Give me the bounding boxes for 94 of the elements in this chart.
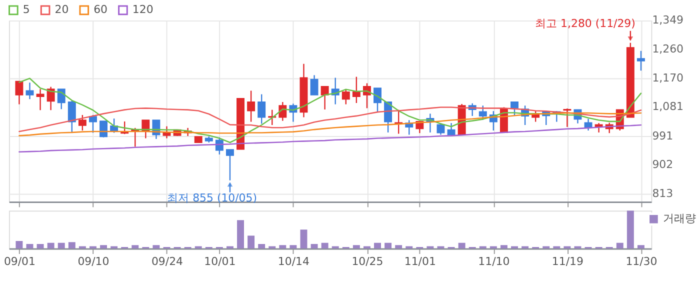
bar	[458, 242, 466, 249]
annotation: 최고 1,280 (11/29)	[535, 16, 636, 30]
bar	[152, 245, 160, 249]
x-tick-label: 11/30	[626, 254, 658, 268]
bar	[490, 246, 497, 249]
y-tick-label: 1,260	[652, 42, 684, 56]
bar	[500, 245, 508, 249]
candlestick	[100, 120, 108, 138]
bar	[68, 242, 76, 249]
candlestick	[36, 88, 44, 111]
candlestick	[478, 104, 487, 120]
candlestick	[320, 86, 329, 110]
y-tick-label: 902	[652, 158, 674, 172]
candlestick	[26, 82, 34, 100]
bar	[363, 246, 370, 249]
bar	[58, 242, 65, 249]
x-tick-label: 09/10	[78, 254, 110, 268]
bar	[479, 246, 486, 249]
candlestick	[88, 114, 97, 134]
bar	[626, 210, 634, 249]
bar	[395, 245, 402, 249]
bar	[300, 230, 308, 249]
bar	[374, 242, 381, 249]
y-tick-label: 991	[652, 129, 674, 142]
candlestick	[374, 88, 382, 113]
candlestick	[584, 118, 592, 132]
bar	[310, 244, 318, 249]
bar	[553, 246, 560, 249]
candlestick	[57, 88, 66, 110]
candlestick	[46, 86, 55, 111]
x-tick-label: 11/19	[552, 254, 584, 268]
bar	[248, 236, 255, 249]
bar	[426, 246, 434, 249]
y-tick-label: 813	[652, 186, 674, 200]
bar	[226, 246, 234, 249]
x-tick-label: 10/25	[352, 254, 384, 268]
candlestick	[142, 120, 150, 139]
candlestick	[447, 122, 456, 136]
candlestick	[384, 101, 392, 134]
bar	[637, 245, 644, 249]
candlestick	[310, 74, 318, 96]
bar	[268, 246, 276, 249]
legend-label: 거래량	[663, 212, 696, 226]
legend-label: 20	[54, 3, 69, 16]
bar	[522, 246, 529, 249]
y-tick-label: 1,081	[652, 100, 684, 114]
bar	[574, 246, 582, 249]
legend-label: 60	[94, 3, 108, 16]
x-tick-label: 10/14	[278, 254, 310, 268]
candlestick	[15, 80, 24, 105]
x-tick-label: 11/01	[404, 254, 436, 268]
bar	[564, 246, 571, 249]
bar	[78, 246, 86, 249]
candlestick	[636, 50, 645, 72]
bar	[279, 245, 286, 249]
legend-label: 120	[132, 3, 154, 16]
y-tick-label: 1,170	[652, 71, 684, 84]
candlestick	[352, 76, 360, 104]
bar	[384, 242, 392, 249]
bar	[258, 244, 266, 249]
x-tick-label: 09/01	[4, 254, 36, 268]
candlestick	[226, 149, 234, 181]
bar	[110, 246, 118, 249]
bar	[36, 244, 44, 249]
y-tick-label: 1,349	[652, 13, 684, 26]
bar	[16, 240, 23, 249]
bar	[437, 246, 444, 249]
candlestick	[342, 88, 350, 105]
x-tick-label: 11/10	[478, 254, 510, 268]
bar	[352, 245, 360, 249]
bar	[132, 245, 139, 249]
bar	[332, 246, 339, 249]
candlestick	[247, 90, 256, 122]
candlestick	[510, 101, 518, 117]
bar	[406, 246, 413, 249]
bar	[321, 242, 328, 249]
candlestick	[258, 94, 266, 124]
legend-label: 5	[22, 3, 30, 16]
bar	[89, 246, 96, 249]
candlestick	[563, 108, 572, 128]
bar	[100, 245, 107, 249]
x-tick-label: 10/01	[204, 254, 236, 268]
candlestick	[78, 114, 86, 132]
bar	[237, 220, 244, 249]
bar	[290, 245, 297, 249]
annotation: 최저 855 (10/05)	[167, 191, 257, 204]
x-tick-label: 09/24	[151, 254, 184, 268]
bar	[26, 244, 34, 249]
bar	[616, 242, 624, 249]
bar	[511, 246, 518, 249]
bar	[194, 246, 202, 249]
bar	[542, 246, 550, 249]
bar	[47, 242, 54, 249]
candlestick	[68, 100, 76, 134]
